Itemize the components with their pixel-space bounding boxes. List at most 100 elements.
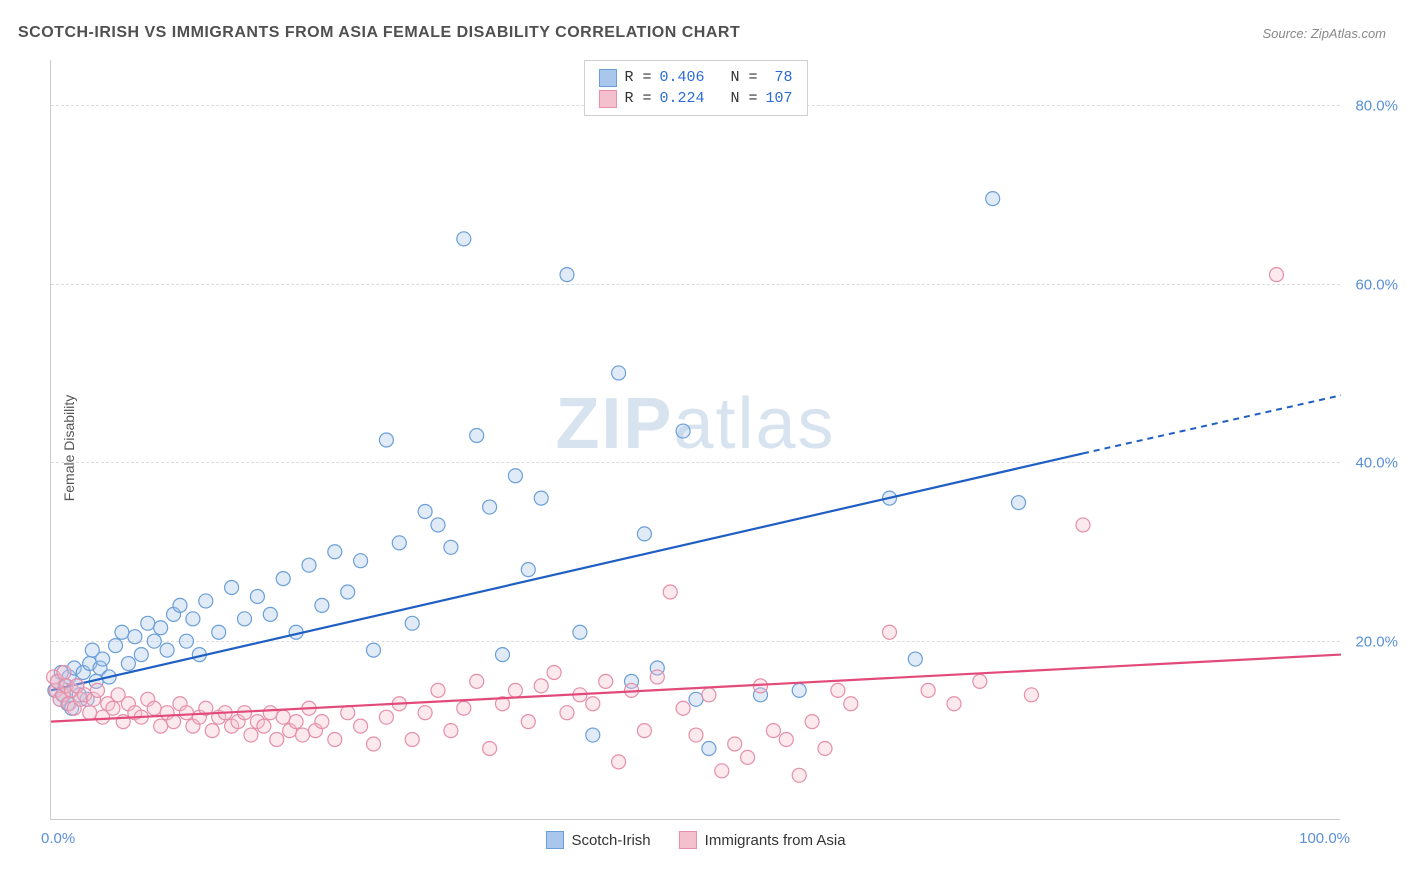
data-point <box>167 715 181 729</box>
data-point <box>212 625 226 639</box>
data-point <box>1024 688 1038 702</box>
data-point <box>650 670 664 684</box>
data-point <box>154 621 168 635</box>
data-point <box>663 585 677 599</box>
data-point <box>547 665 561 679</box>
data-point <box>257 719 271 733</box>
data-point <box>508 683 522 697</box>
y-tick-label: 40.0% <box>1348 455 1398 472</box>
data-point <box>289 715 303 729</box>
swatch-bottom-2 <box>679 831 697 849</box>
data-point <box>160 643 174 657</box>
data-point <box>367 737 381 751</box>
data-point <box>83 706 97 720</box>
data-point <box>831 683 845 697</box>
data-point <box>106 701 120 715</box>
data-point <box>689 692 703 706</box>
data-point <box>766 724 780 738</box>
data-point <box>302 558 316 572</box>
r-value-1: 0.406 <box>659 67 704 88</box>
data-point <box>805 715 819 729</box>
data-point <box>573 625 587 639</box>
trend-line-extrapolated <box>1083 395 1341 453</box>
data-point <box>702 688 716 702</box>
data-point <box>444 540 458 554</box>
data-point <box>276 710 290 724</box>
series-name-2: Immigrants from Asia <box>705 832 846 849</box>
data-point <box>728 737 742 751</box>
data-point <box>792 768 806 782</box>
series-name-1: Scotch-Irish <box>571 832 650 849</box>
r-value-2: 0.224 <box>659 88 704 109</box>
data-point <box>315 598 329 612</box>
y-tick-label: 80.0% <box>1348 97 1398 114</box>
n-label-2: N = <box>713 88 758 109</box>
legend-item-1: Scotch-Irish <box>545 831 650 849</box>
data-point <box>637 527 651 541</box>
data-point <box>560 706 574 720</box>
data-point <box>431 683 445 697</box>
data-point <box>225 581 239 595</box>
data-point <box>199 594 213 608</box>
legend-row-1: R = 0.406 N = 78 <box>598 67 792 88</box>
data-point <box>883 625 897 639</box>
data-point <box>431 518 445 532</box>
data-point <box>205 724 219 738</box>
data-point <box>173 598 187 612</box>
data-point <box>379 433 393 447</box>
data-point <box>921 683 935 697</box>
swatch-series-2 <box>598 90 616 108</box>
y-tick-label: 60.0% <box>1348 276 1398 293</box>
data-point <box>121 657 135 671</box>
data-point <box>612 755 626 769</box>
scatter-svg <box>51 60 1340 819</box>
data-point <box>405 616 419 630</box>
trend-line <box>51 453 1083 690</box>
n-value-1: 78 <box>766 67 793 88</box>
x-tick-label: 0.0% <box>41 830 75 847</box>
data-point <box>470 674 484 688</box>
data-point <box>263 607 277 621</box>
data-point <box>315 715 329 729</box>
data-point <box>986 192 1000 206</box>
data-point <box>457 232 471 246</box>
data-point <box>637 724 651 738</box>
data-point <box>186 612 200 626</box>
data-point <box>134 648 148 662</box>
data-point <box>457 701 471 715</box>
data-point <box>405 733 419 747</box>
data-point <box>244 728 258 742</box>
data-point <box>367 643 381 657</box>
data-point <box>818 741 832 755</box>
data-point <box>947 697 961 711</box>
data-point <box>328 545 342 559</box>
y-tick-label: 20.0% <box>1348 634 1398 651</box>
data-point <box>676 701 690 715</box>
data-point <box>1012 496 1026 510</box>
data-point <box>1270 268 1284 282</box>
r-label-1: R = <box>624 67 651 88</box>
data-point <box>702 741 716 755</box>
n-label-1: N = <box>713 67 758 88</box>
data-point <box>973 674 987 688</box>
data-point <box>379 710 393 724</box>
legend-correlation: R = 0.406 N = 78 R = 0.224 N = 107 <box>583 60 807 116</box>
data-point <box>115 625 129 639</box>
data-point <box>276 572 290 586</box>
data-point <box>1076 518 1090 532</box>
data-point <box>263 706 277 720</box>
data-point <box>470 429 484 443</box>
data-point <box>844 697 858 711</box>
data-point <box>354 719 368 733</box>
data-point <box>128 630 142 644</box>
chart-title: SCOTCH-IRISH VS IMMIGRANTS FROM ASIA FEM… <box>18 24 740 42</box>
legend-item-2: Immigrants from Asia <box>679 831 846 849</box>
data-point <box>508 469 522 483</box>
n-value-2: 107 <box>766 88 793 109</box>
data-point <box>109 639 123 653</box>
data-point <box>483 741 497 755</box>
data-point <box>296 728 310 742</box>
data-point <box>141 616 155 630</box>
data-point <box>586 697 600 711</box>
data-point <box>779 733 793 747</box>
